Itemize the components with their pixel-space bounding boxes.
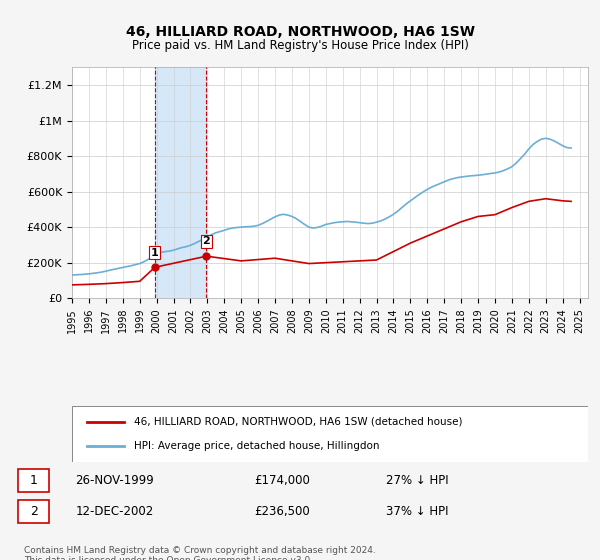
- FancyBboxPatch shape: [72, 406, 588, 462]
- Text: HPI: Average price, detached house, Hillingdon: HPI: Average price, detached house, Hill…: [134, 441, 379, 451]
- FancyBboxPatch shape: [18, 469, 49, 492]
- Text: £174,000: £174,000: [254, 474, 310, 487]
- Text: 2: 2: [203, 236, 211, 246]
- Text: 2: 2: [29, 505, 38, 518]
- FancyBboxPatch shape: [18, 500, 49, 523]
- Text: 46, HILLIARD ROAD, NORTHWOOD, HA6 1SW (detached house): 46, HILLIARD ROAD, NORTHWOOD, HA6 1SW (d…: [134, 417, 463, 427]
- Text: 12-DEC-2002: 12-DEC-2002: [76, 505, 154, 518]
- Text: £236,500: £236,500: [254, 505, 310, 518]
- Text: 1: 1: [29, 474, 38, 487]
- Text: Price paid vs. HM Land Registry's House Price Index (HPI): Price paid vs. HM Land Registry's House …: [131, 39, 469, 52]
- Bar: [155, 67, 206, 298]
- Text: 27% ↓ HPI: 27% ↓ HPI: [386, 474, 449, 487]
- Text: 26-NOV-1999: 26-NOV-1999: [76, 474, 154, 487]
- Text: Contains HM Land Registry data © Crown copyright and database right 2024.
This d: Contains HM Land Registry data © Crown c…: [24, 546, 376, 560]
- Text: 1: 1: [151, 248, 159, 258]
- Text: 37% ↓ HPI: 37% ↓ HPI: [386, 505, 449, 518]
- Text: 46, HILLIARD ROAD, NORTHWOOD, HA6 1SW: 46, HILLIARD ROAD, NORTHWOOD, HA6 1SW: [125, 25, 475, 39]
